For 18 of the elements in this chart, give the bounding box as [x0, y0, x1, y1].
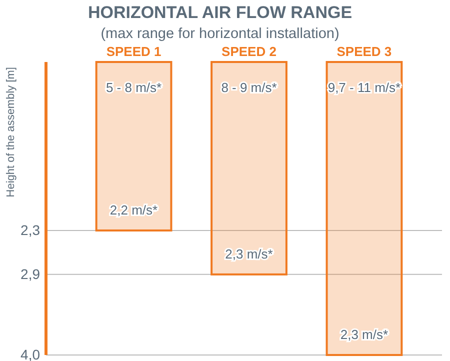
- x-tick-label: SPEED 3: [336, 44, 392, 59]
- annotation: 2,3 m/s*: [225, 246, 273, 262]
- y-tick-label: 4,0: [20, 346, 40, 361]
- x-tick-label: SPEED 1: [106, 44, 162, 59]
- annotation: 2,2 m/s*: [110, 202, 158, 218]
- annotation: 8 - 9 m/s*: [221, 80, 277, 95]
- annotation: 9,7 - 11 m/s*: [328, 80, 401, 95]
- y-tick-label: 2,3: [20, 222, 40, 238]
- annotation: 2,3 m/s*: [340, 327, 388, 342]
- y-axis-title: Height of the assembly [m]: [5, 67, 17, 198]
- chart-title: HORIZONTAL AIR FLOW RANGE: [88, 3, 352, 22]
- x-tick-label: SPEED 2: [222, 44, 276, 59]
- annotation: 5 - 8 m/s*: [106, 80, 162, 95]
- bar: [326, 61, 403, 356]
- bar: [210, 61, 288, 276]
- y-tick-label: 2,9: [20, 266, 40, 282]
- chart-subtitle: (max range for horizontal installation): [100, 26, 340, 42]
- bar: [95, 61, 172, 232]
